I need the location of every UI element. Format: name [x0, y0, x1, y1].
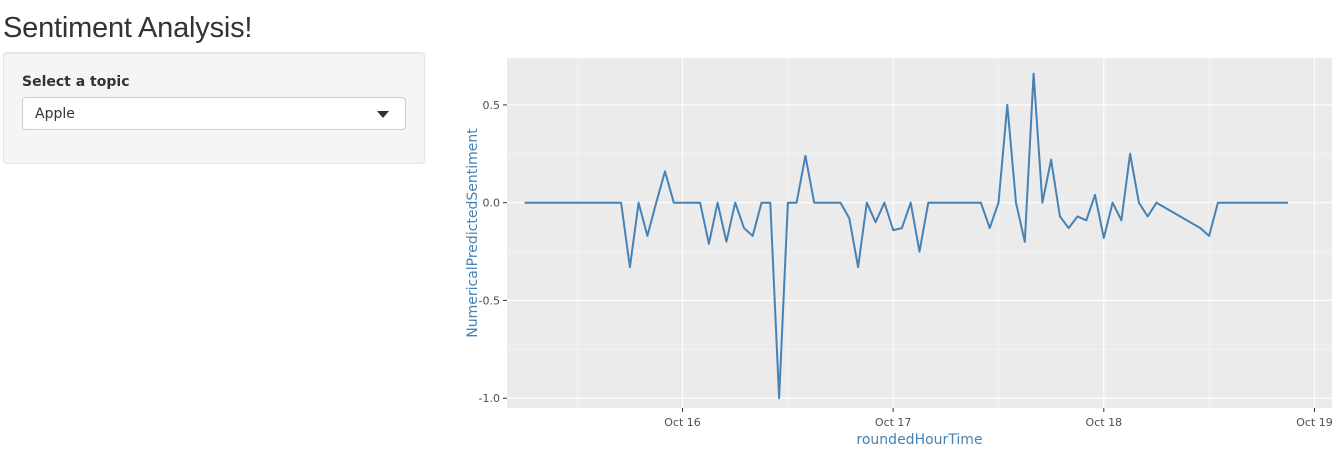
caret-down-icon[interactable]: [377, 111, 389, 118]
y-tick-label: -1.0: [479, 392, 500, 405]
topic-select-value: Apple: [35, 106, 75, 122]
x-tick-label: Oct 16: [664, 416, 701, 429]
y-tick-label: -0.5: [479, 294, 500, 307]
sidebar-panel: Select a topic Apple: [3, 52, 425, 164]
page-title: Sentiment Analysis!: [3, 12, 253, 44]
sentiment-series-line: [524, 72, 1289, 400]
x-tick-label: Oct 19: [1296, 416, 1333, 429]
x-tick-label: Oct 17: [875, 416, 912, 429]
y-tick-label: 0.0: [483, 197, 501, 210]
series-layer: [524, 72, 1289, 400]
x-axis-title: roundedHourTime: [856, 432, 982, 448]
y-tick-label: 0.5: [483, 99, 501, 112]
y-axis-ticks: -1.0 -0.5 0.0 0.5: [479, 99, 507, 405]
topic-select-label: Select a topic: [22, 74, 130, 90]
plot-panel: [507, 58, 1332, 408]
y-axis-title: NumericalPredictedSentiment: [465, 128, 481, 338]
topic-select[interactable]: Apple: [22, 97, 406, 130]
x-axis-ticks: Oct 16 Oct 17 Oct 18 Oct 19: [664, 408, 1333, 429]
x-tick-label: Oct 18: [1086, 416, 1123, 429]
